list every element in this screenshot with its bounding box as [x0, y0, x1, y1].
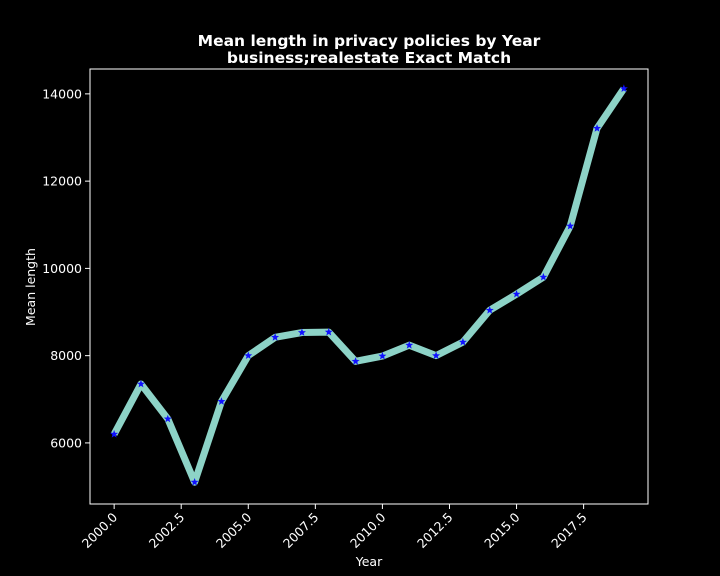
data-point-marker	[566, 221, 575, 230]
data-point-marker	[217, 397, 226, 405]
data-point-marker	[163, 414, 172, 423]
data-point-marker	[485, 306, 494, 314]
plot-area-frame	[89, 68, 649, 505]
chart-title-line2: business;realestate Exact Match	[227, 49, 511, 67]
chart-title-line1: Mean length in privacy policies by Year	[198, 32, 541, 50]
data-point-marker	[110, 429, 119, 438]
x-axis-label: Year	[355, 554, 383, 569]
data-point-marker	[271, 333, 280, 341]
data-point-marker	[512, 289, 521, 298]
data-point-marker	[190, 477, 199, 486]
data-point-marker	[432, 351, 441, 360]
data-point-marker	[619, 84, 628, 93]
data-point-marker	[539, 272, 548, 281]
data-point-marker	[458, 337, 467, 346]
y-tick-label: 14000	[42, 86, 82, 101]
data-point-marker	[405, 340, 414, 349]
y-tick-label: 8000	[50, 348, 82, 363]
data-point-marker	[324, 327, 333, 336]
data-point-marker	[593, 124, 602, 132]
data-point-marker	[244, 351, 253, 360]
y-tick-label: 12000	[42, 174, 82, 189]
y-tick-label: 10000	[42, 261, 82, 276]
y-axis: 6000 8000 10000 12000 14000	[42, 86, 90, 450]
series-line	[111, 86, 627, 486]
y-tick-label: 6000	[50, 435, 82, 450]
data-point-marker	[297, 328, 306, 336]
y-axis-label: Mean length	[23, 248, 38, 326]
data-point-marker	[378, 351, 387, 360]
series-markers	[110, 84, 628, 486]
data-point-marker	[351, 357, 360, 365]
data-point-marker	[136, 379, 145, 388]
